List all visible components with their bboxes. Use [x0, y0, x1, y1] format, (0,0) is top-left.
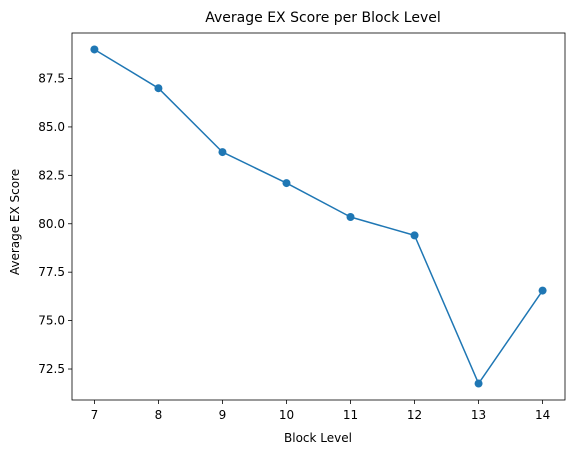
plot-area: 7 8 9 10 11 12 13 14 72.5 75.0 77.5 80.0 82.5 85.0 87.…	[38, 32, 566, 422]
chart-title: Average EX Score per Block Level	[205, 10, 440, 26]
x-tick-label: 11	[343, 408, 358, 422]
y-tick-label: 85.0	[38, 120, 65, 134]
y-tick-label: 80.0	[38, 217, 65, 231]
x-tick-label: 13	[471, 408, 486, 422]
data-point	[282, 179, 291, 188]
y-tick-label: 77.5	[38, 265, 65, 279]
x-tick-label: 10	[279, 408, 294, 422]
data-point	[538, 286, 547, 295]
data-point	[410, 231, 419, 240]
x-tick-label: 9	[219, 408, 227, 422]
data-point	[90, 45, 99, 54]
x-tick-label: 12	[407, 408, 422, 422]
series-line	[94, 48, 544, 385]
data-point	[154, 84, 163, 93]
x-tick-label: 7	[91, 408, 99, 422]
data-point	[346, 212, 355, 221]
y-tick-label: 72.5	[38, 362, 65, 376]
y-tick-label: 75.0	[38, 314, 65, 328]
y-tick-label: 87.5	[38, 72, 65, 86]
y-axis-label: Average EX Score	[8, 169, 22, 275]
plot-frame	[71, 32, 566, 401]
y-tick-label: 82.5	[38, 168, 65, 182]
x-axis-label: Block Level	[284, 431, 352, 445]
x-tick-label: 8	[155, 408, 163, 422]
x-tick-label: 14	[535, 408, 550, 422]
data-point	[474, 379, 483, 388]
data-point	[218, 148, 227, 157]
